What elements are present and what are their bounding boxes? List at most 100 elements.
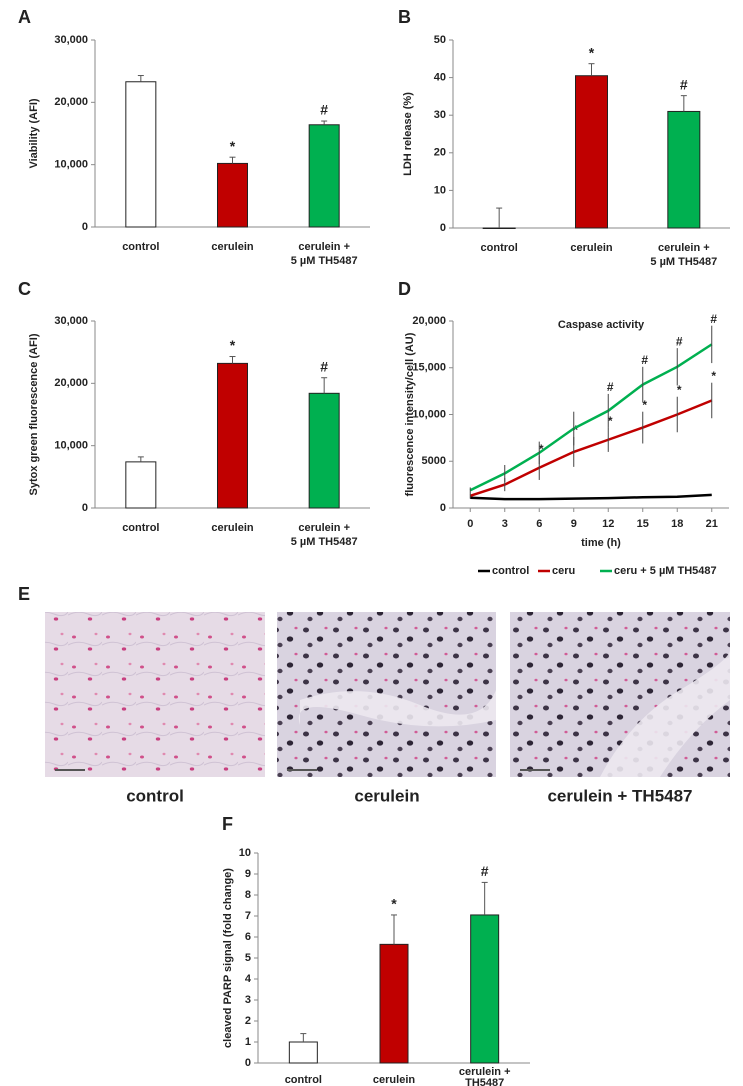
x-tick-label: cerulein <box>211 522 253 534</box>
bar <box>125 81 157 228</box>
y-tick-label: 30,000 <box>54 315 88 327</box>
micrograph <box>277 612 496 777</box>
x-tick-label: control <box>481 242 518 254</box>
bar <box>470 914 500 1064</box>
significance-marker: * <box>573 423 578 437</box>
significance-marker: * <box>230 138 236 154</box>
bar <box>308 124 340 228</box>
significance-marker: # <box>680 76 688 92</box>
y-axis-label: Viability (AFI) <box>28 98 40 168</box>
series-line <box>469 343 713 492</box>
bar <box>379 943 409 1064</box>
tissue-gap <box>600 650 730 777</box>
tissue-gap <box>298 690 496 727</box>
legend-label: ceru <box>552 565 575 577</box>
y-tick-label: 15,000 <box>412 362 446 374</box>
micrograph-caption: cerulein + TH5487 <box>547 786 692 805</box>
series-line <box>469 399 713 498</box>
panel-label: C <box>18 279 31 299</box>
y-tick-label: 20,000 <box>54 377 88 389</box>
x-tick-label: cerulein + <box>298 522 350 534</box>
x-tick-label: 5 µM TH5487 <box>291 255 358 267</box>
panel-label: B <box>398 7 411 27</box>
y-tick-label: 10 <box>434 184 446 196</box>
panel-label: F <box>222 814 233 834</box>
significance-marker: * <box>589 44 595 60</box>
y-tick-label: 0 <box>440 222 446 234</box>
chart-title: Caspase activity <box>558 319 645 331</box>
y-tick-label: 50 <box>434 34 446 46</box>
x-tick-label: 5 µM TH5487 <box>291 536 358 548</box>
legend-label: ceru + 5 µM TH5487 <box>614 565 717 577</box>
bar <box>217 162 248 228</box>
panel-label: A <box>18 7 31 27</box>
y-axis-label: fluorescence intensity/cell (AU) <box>404 332 416 496</box>
y-tick-label: 10,000 <box>54 159 88 171</box>
significance-marker: * <box>642 398 647 412</box>
x-tick-label: 15 <box>637 518 649 530</box>
significance-marker: * <box>230 337 236 353</box>
x-tick-label: cerulein + <box>658 242 710 254</box>
y-tick-label: 20,000 <box>54 96 88 108</box>
y-tick-label: 3 <box>245 994 251 1006</box>
panel-label: E <box>18 584 30 604</box>
bar <box>125 461 157 509</box>
legend-label: control <box>492 565 529 577</box>
y-tick-label: 5000 <box>422 455 446 467</box>
micrograph-caption: cerulein <box>354 786 419 805</box>
bar <box>217 362 248 509</box>
y-tick-label: 30,000 <box>54 34 88 46</box>
y-axis-label: Sytox green fluorescence (AFI) <box>28 333 40 495</box>
micrograph-caption: control <box>126 786 184 805</box>
y-tick-label: 9 <box>245 868 251 880</box>
y-tick-label: 0 <box>82 502 88 514</box>
significance-marker: # <box>481 863 489 879</box>
significance-marker: * <box>677 383 682 397</box>
y-tick-label: 10,000 <box>54 440 88 452</box>
y-tick-label: 20 <box>434 147 446 159</box>
y-tick-label: 0 <box>440 502 446 514</box>
y-axis-label: cleaved PARP signal (fold change) <box>222 868 234 1048</box>
y-tick-label: 5 <box>245 952 251 964</box>
x-tick-label: 3 <box>502 518 508 530</box>
x-tick-label: 21 <box>706 518 718 530</box>
y-tick-label: 2 <box>245 1015 251 1027</box>
y-axis-label: LDH release (%) <box>402 92 414 176</box>
x-tick-label: control <box>285 1074 322 1086</box>
significance-marker: # <box>641 353 648 367</box>
series-line <box>470 493 712 501</box>
x-tick-label: cerulein + <box>459 1066 511 1078</box>
significance-marker: * <box>391 896 397 912</box>
y-tick-label: 0 <box>82 221 88 233</box>
x-tick-label: cerulein + <box>298 241 350 253</box>
panel-label: D <box>398 279 411 299</box>
x-tick-label: 18 <box>671 518 683 530</box>
x-tick-label: cerulein <box>373 1074 415 1086</box>
x-axis-label: time (h) <box>581 537 621 549</box>
significance-marker: # <box>676 334 683 348</box>
x-tick-label: control <box>122 241 159 253</box>
micrograph <box>45 612 265 777</box>
significance-marker: # <box>607 380 614 394</box>
significance-marker: * <box>608 414 613 428</box>
x-tick-label: 0 <box>467 518 473 530</box>
y-tick-label: 7 <box>245 910 251 922</box>
x-tick-label: 5 µM TH5487 <box>650 256 717 268</box>
y-tick-label: 10 <box>239 847 251 859</box>
significance-marker: * <box>539 442 544 456</box>
y-tick-label: 8 <box>245 889 251 901</box>
bar <box>667 110 701 229</box>
y-tick-label: 30 <box>434 109 446 121</box>
bar <box>308 392 340 509</box>
bar <box>575 75 608 229</box>
significance-marker: * <box>711 369 716 383</box>
significance-marker: # <box>320 102 328 118</box>
y-tick-label: 40 <box>434 72 446 84</box>
x-tick-label: 12 <box>602 518 614 530</box>
x-tick-label: cerulein <box>570 242 612 254</box>
significance-marker: # <box>710 312 717 326</box>
x-tick-label: TH5487 <box>465 1077 504 1086</box>
y-tick-label: 1 <box>245 1036 251 1048</box>
